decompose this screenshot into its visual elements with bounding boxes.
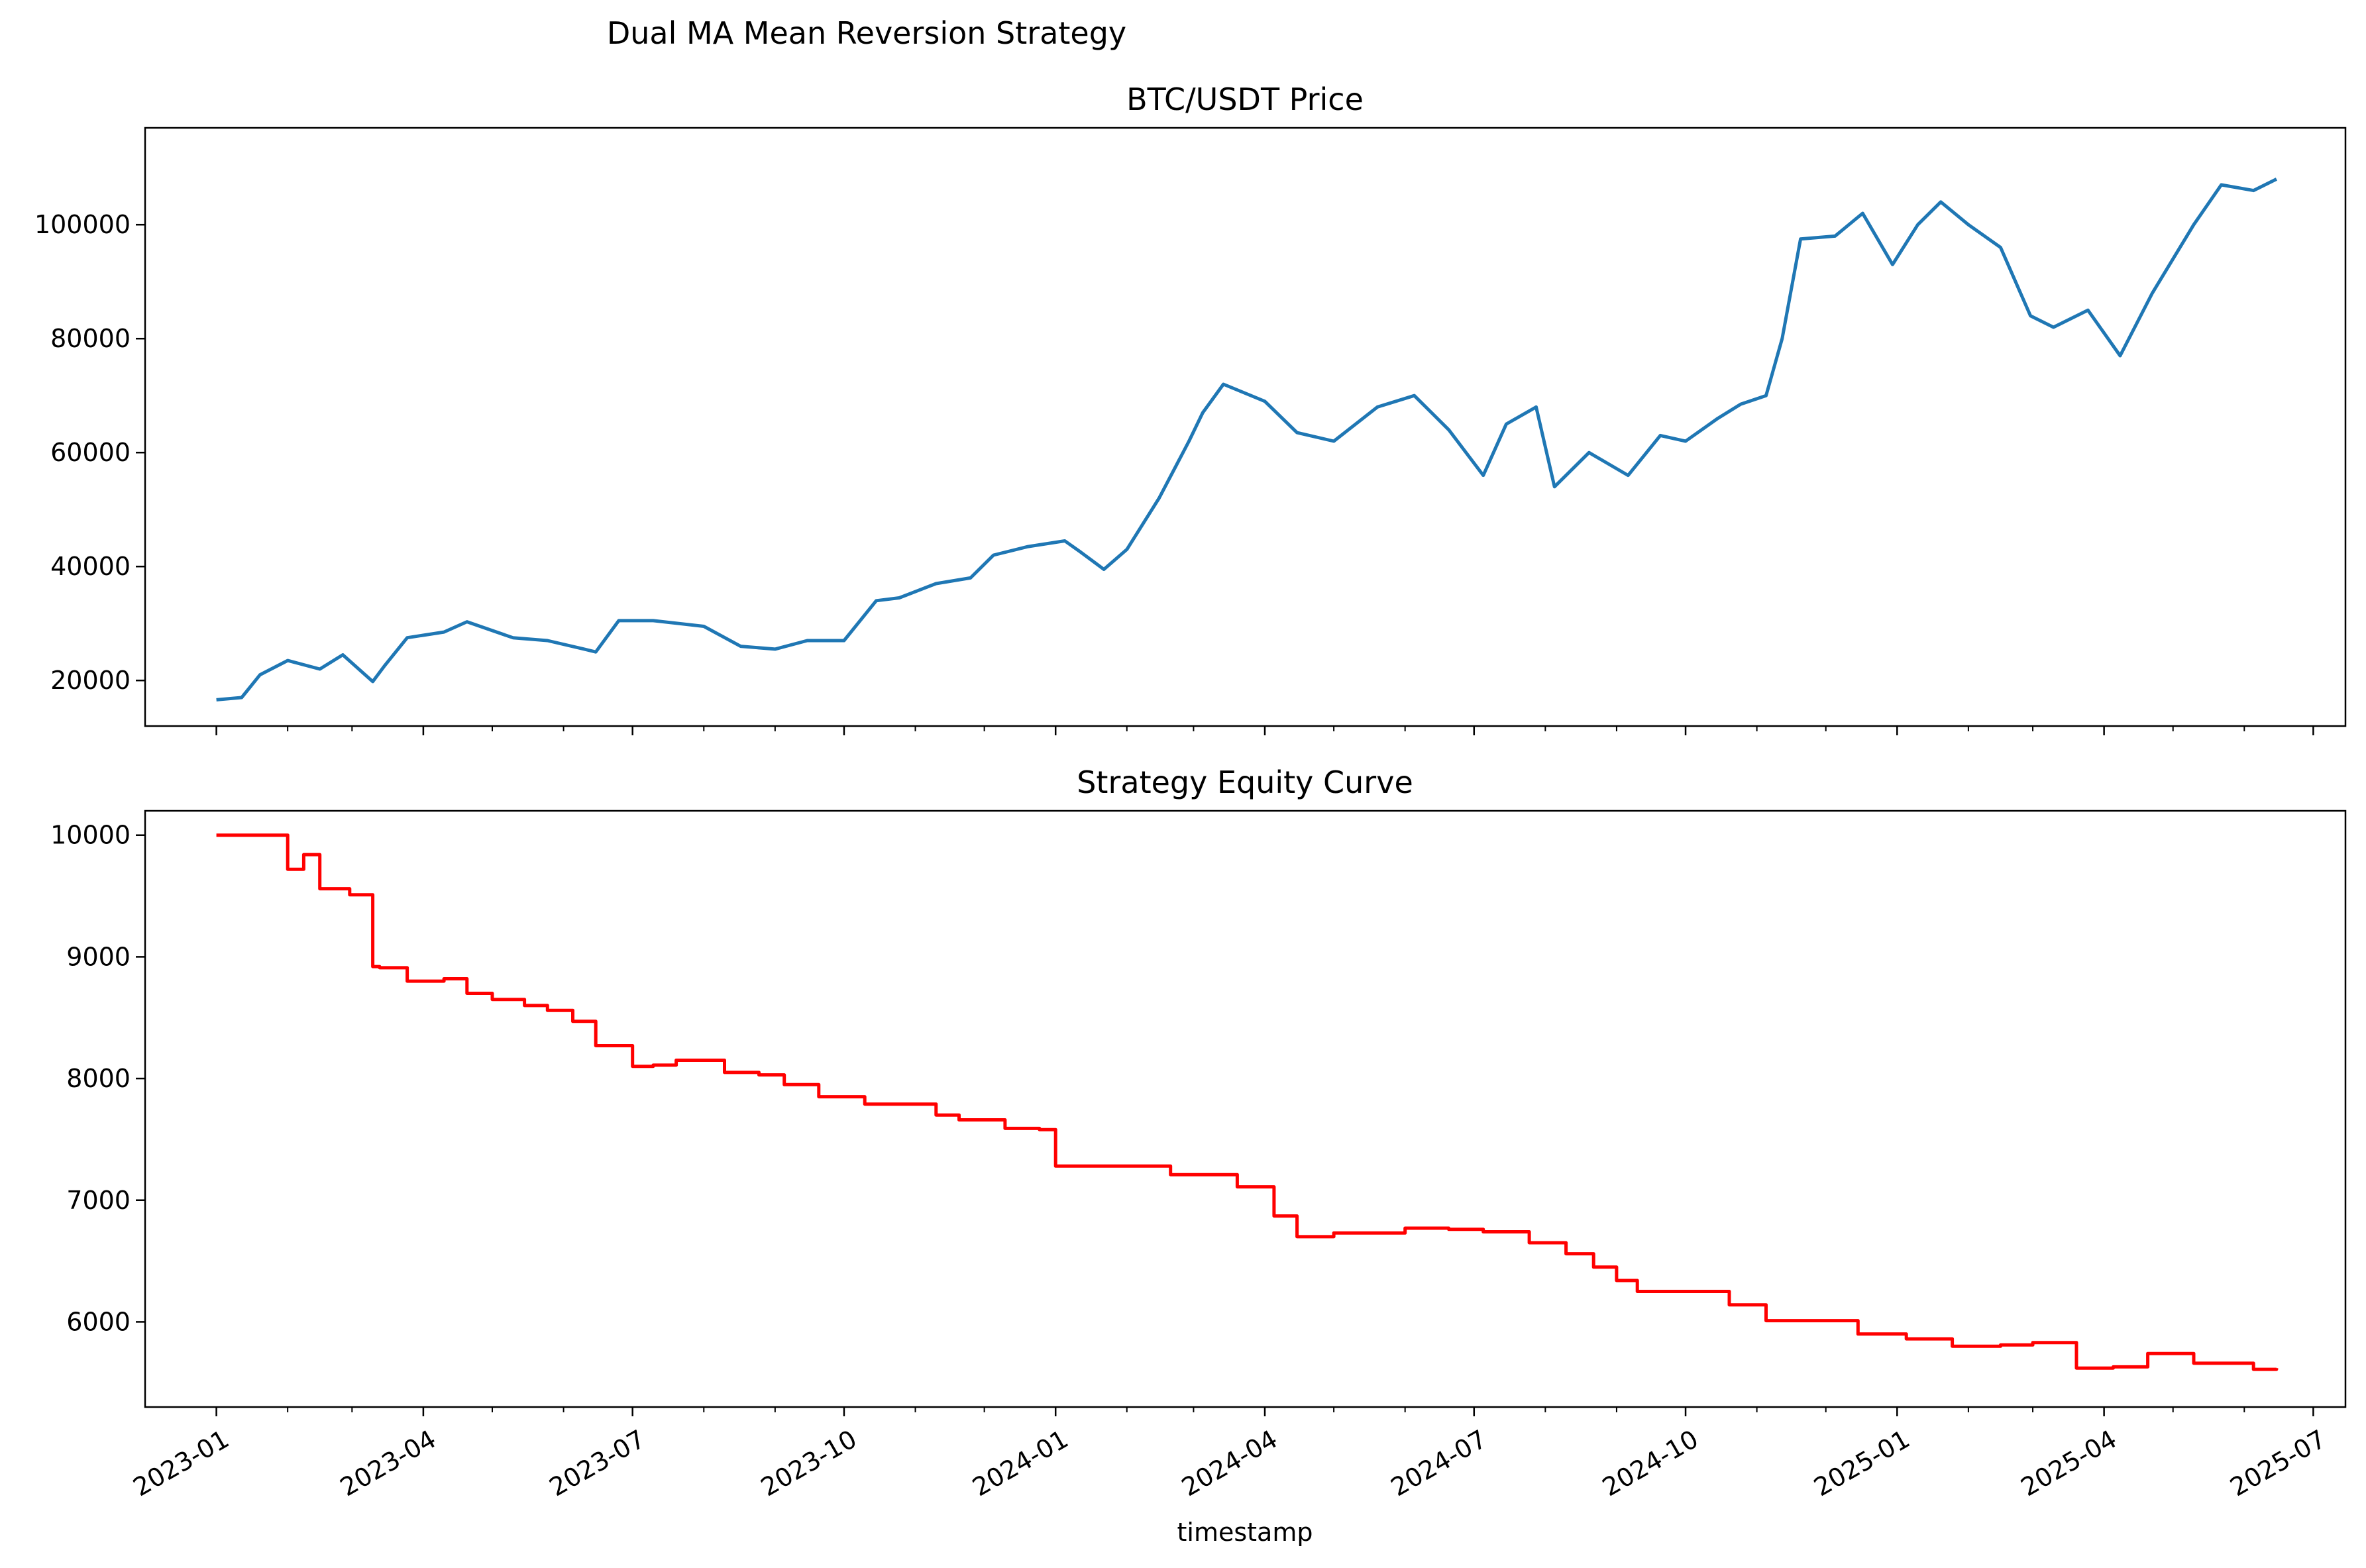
price-x-axis	[215, 726, 2314, 735]
equity-chart-frame	[144, 810, 2347, 1408]
price-chart: BTC/USDT Price 20000 40000 60000 80000 10000…	[34, 81, 2347, 735]
price-series-line	[216, 178, 2278, 702]
price-series-layer	[216, 178, 2278, 702]
equity-ytick-label: 6000	[66, 1307, 131, 1336]
equity-ytick-label: 8000	[66, 1064, 131, 1093]
price-chart-frame	[144, 127, 2347, 727]
x-axis-label: timestamp	[1177, 1518, 1313, 1547]
equity-series-line	[216, 833, 2279, 1371]
equity-ytick-label: 9000	[66, 942, 131, 971]
price-ytick-label: 100000	[34, 210, 131, 239]
price-chart-title: BTC/USDT Price	[1126, 81, 1364, 117]
price-ytick-label: 80000	[50, 324, 131, 353]
equity-ytick-label: 10000	[50, 821, 131, 850]
equity-y-axis: 6000 7000 8000 9000 10000	[50, 821, 145, 1336]
equity-chart-title: Strategy Equity Curve	[1077, 764, 1413, 800]
equity-series-layer	[216, 833, 2279, 1371]
equity-ytick-label: 7000	[66, 1186, 131, 1215]
price-ytick-label: 20000	[50, 666, 131, 695]
price-ytick-label: 60000	[50, 438, 131, 467]
figure-title: Dual MA Mean Reversion Strategy	[607, 15, 1126, 51]
price-ytick-label: 40000	[50, 552, 131, 581]
price-y-axis: 20000 40000 60000 80000 100000	[34, 210, 145, 695]
